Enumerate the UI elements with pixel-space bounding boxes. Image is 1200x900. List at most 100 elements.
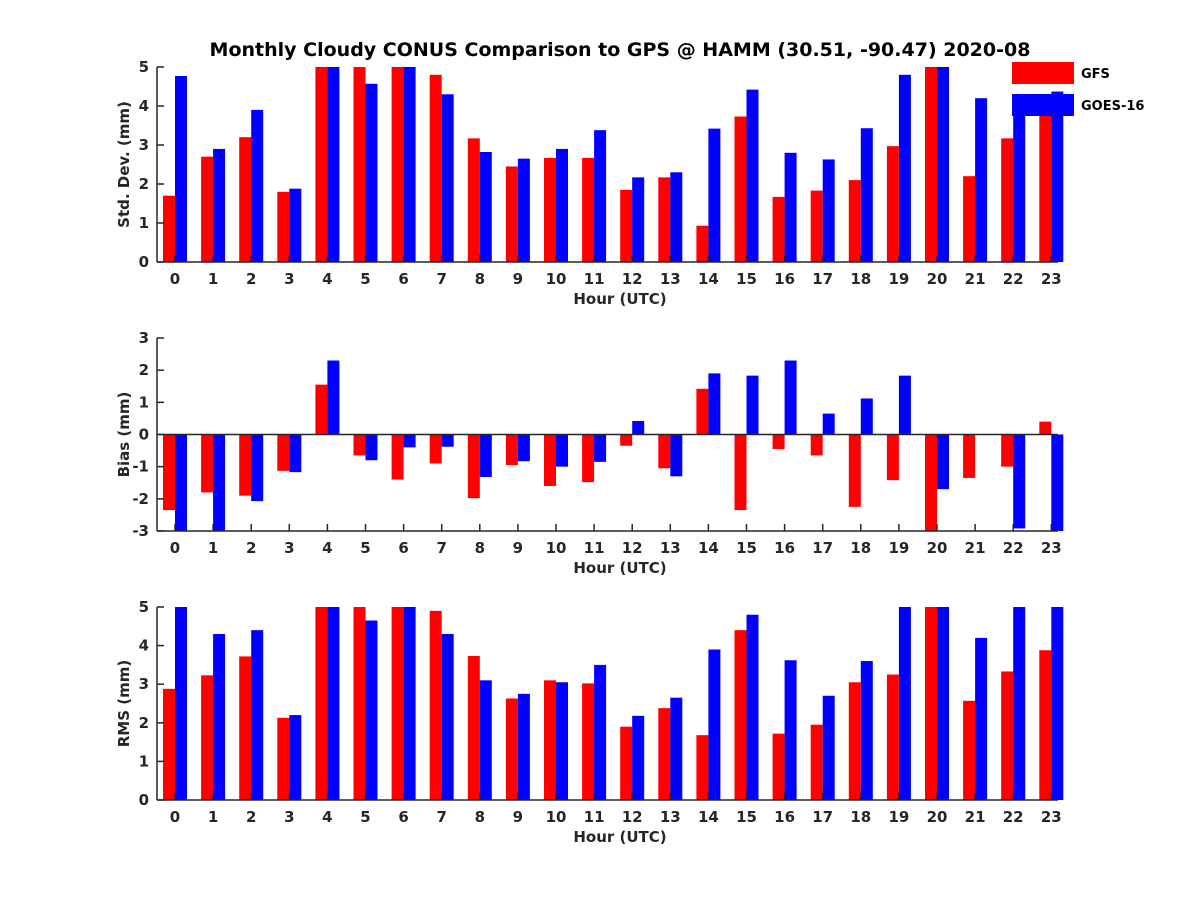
bar-goes-0 <box>175 434 187 531</box>
x-tick-label: 6 <box>398 539 408 557</box>
bar-goes-18 <box>860 398 873 435</box>
bar-goes-23 <box>1051 91 1064 262</box>
bar-goes-1 <box>213 434 226 531</box>
bar-goes-14 <box>708 128 721 262</box>
bar-goes-2 <box>251 434 264 502</box>
x-tick-label: 17 <box>812 539 833 557</box>
bar-gfs-6 <box>391 67 404 262</box>
bar-gfs-12 <box>620 189 633 262</box>
bar-goes-19 <box>898 607 911 800</box>
bar-gfs-11 <box>582 683 595 800</box>
x-tick-label: 5 <box>360 539 370 557</box>
x-tick-label: 20 <box>927 539 948 557</box>
bar-goes-1 <box>213 148 226 262</box>
bar-goes-16 <box>784 360 797 435</box>
bar-goes-5 <box>365 83 378 263</box>
bar-goes-22 <box>1013 607 1026 800</box>
bar-goes-19 <box>898 74 911 262</box>
bar-goes-18 <box>860 128 873 262</box>
bar-goes-10 <box>556 148 568 262</box>
bar-gfs-18 <box>848 682 861 800</box>
bar-gfs-22 <box>1001 671 1014 800</box>
bar-goes-20 <box>937 607 949 800</box>
bar-gfs-21 <box>963 434 976 478</box>
bar-goes-9 <box>517 693 530 800</box>
bar-goes-16 <box>784 660 797 800</box>
bar-goes-3 <box>289 715 302 800</box>
x-axis-label: Hour (UTC) <box>573 828 666 846</box>
x-tick-label: 19 <box>888 270 909 288</box>
bar-gfs-15 <box>734 630 747 800</box>
bar-gfs-4 <box>315 384 328 435</box>
bar-goes-8 <box>479 152 492 262</box>
bar-gfs-17 <box>810 190 823 262</box>
x-tick-label: 10 <box>546 808 567 826</box>
bar-gfs-14 <box>696 388 709 435</box>
x-tick-label: 18 <box>850 270 871 288</box>
y-tick-label: 2 <box>139 361 149 379</box>
bar-goes-12 <box>632 420 645 435</box>
bar-gfs-16 <box>772 733 785 800</box>
bar-gfs-3 <box>277 434 290 471</box>
bar-goes-13 <box>670 172 683 262</box>
y-axis-label: Bias (mm) <box>115 392 133 478</box>
bar-goes-19 <box>898 375 911 435</box>
x-tick-label: 17 <box>812 270 833 288</box>
bar-gfs-20 <box>925 607 937 800</box>
bar-goes-2 <box>251 630 264 800</box>
bar-gfs-0 <box>163 195 175 262</box>
x-tick-label: 9 <box>513 539 523 557</box>
x-tick-label: 18 <box>850 808 871 826</box>
bar-goes-6 <box>403 607 416 800</box>
bar-gfs-16 <box>772 196 785 262</box>
bar-goes-2 <box>251 109 264 263</box>
x-tick-label: 8 <box>475 539 485 557</box>
bar-goes-15 <box>746 89 759 263</box>
bar-gfs-2 <box>239 434 252 496</box>
x-tick-label: 4 <box>322 270 332 288</box>
bar-goes-14 <box>708 649 721 800</box>
x-tick-label: 3 <box>284 808 294 826</box>
x-tick-label: 11 <box>584 539 605 557</box>
x-tick-label: 13 <box>660 270 681 288</box>
bar-goes-14 <box>708 373 721 435</box>
x-tick-label: 23 <box>1041 270 1062 288</box>
bar-goes-8 <box>479 680 492 800</box>
bar-gfs-22 <box>1001 138 1014 262</box>
y-tick-label: 0 <box>139 791 149 809</box>
bar-gfs-13 <box>658 434 671 469</box>
bar-gfs-8 <box>467 138 480 262</box>
x-tick-label: 18 <box>850 539 871 557</box>
bar-gfs-2 <box>239 137 252 262</box>
bar-goes-4 <box>327 360 340 435</box>
bar-gfs-9 <box>505 166 518 262</box>
x-tick-label: 0 <box>170 808 180 826</box>
bar-gfs-7 <box>429 610 442 800</box>
bar-gfs-3 <box>277 717 290 800</box>
y-tick-label: -1 <box>132 458 149 476</box>
bar-goes-0 <box>175 75 187 262</box>
y-axis-label: Std. Dev. (mm) <box>115 101 133 228</box>
x-tick-label: 15 <box>736 808 757 826</box>
bar-goes-15 <box>746 614 759 800</box>
x-tick-label: 15 <box>736 270 757 288</box>
bar-gfs-22 <box>1001 434 1014 467</box>
x-tick-label: 8 <box>475 808 485 826</box>
x-tick-label: 1 <box>208 808 218 826</box>
bar-gfs-20 <box>925 434 937 531</box>
bar-gfs-10 <box>544 434 556 486</box>
legend: GFS GOES-16 <box>1012 62 1144 116</box>
bar-gfs-4 <box>315 607 328 800</box>
bar-gfs-0 <box>163 688 175 800</box>
bar-goes-22 <box>1013 434 1026 529</box>
legend-swatch-gfs <box>1012 62 1074 84</box>
bar-goes-21 <box>975 98 988 262</box>
bar-gfs-11 <box>582 157 595 262</box>
x-tick-label: 13 <box>660 808 681 826</box>
bar-gfs-16 <box>772 434 785 449</box>
x-tick-label: 14 <box>698 270 719 288</box>
y-tick-label: 4 <box>139 97 149 115</box>
bar-goes-15 <box>746 375 759 435</box>
